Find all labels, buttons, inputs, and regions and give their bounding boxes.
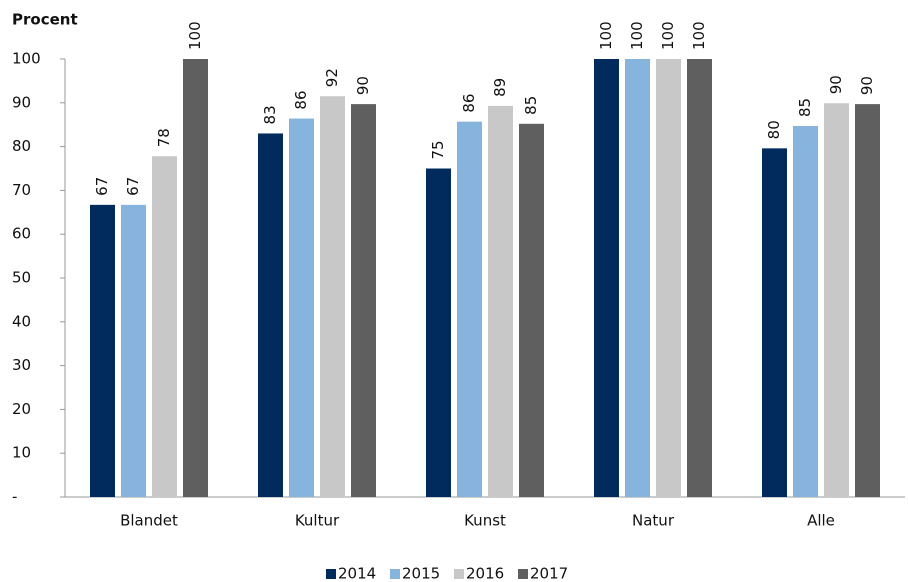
legend-swatch — [390, 569, 400, 579]
data-label: 85 — [796, 98, 814, 117]
data-label: 89 — [491, 78, 509, 97]
bar — [656, 59, 681, 497]
bar — [762, 148, 787, 498]
bar — [824, 103, 849, 497]
legend-label: 2016 — [466, 565, 504, 582]
data-label: 90 — [858, 76, 876, 95]
bar — [426, 168, 451, 497]
data-label: 92 — [323, 68, 341, 87]
bar — [289, 118, 314, 498]
y-tick-label: 30 — [12, 356, 31, 374]
y-tick-label: 20 — [12, 400, 31, 418]
bar — [457, 121, 482, 497]
bar — [121, 204, 146, 497]
bar — [351, 104, 376, 497]
data-label: 67 — [124, 177, 142, 196]
x-tick-label: Kultur — [295, 512, 340, 530]
bar — [488, 105, 513, 497]
y-tick-label: 100 — [12, 50, 41, 68]
x-tick-label: Alle — [807, 512, 835, 530]
y-tick-label: 80 — [12, 137, 31, 155]
data-label: 100 — [186, 21, 204, 50]
data-label: 90 — [827, 75, 845, 94]
bar — [183, 59, 208, 497]
data-label: 83 — [261, 105, 279, 124]
bar — [793, 126, 818, 497]
x-tick-label: Blandet — [120, 512, 178, 530]
data-label: 100 — [690, 21, 708, 50]
y-tick-label: 50 — [12, 269, 31, 287]
y-tick-label: - — [12, 488, 17, 506]
legend-swatch — [326, 569, 336, 579]
bar — [594, 59, 619, 497]
y-axis-title: Procent — [12, 11, 78, 29]
legend-label: 2017 — [530, 565, 568, 582]
data-label: 100 — [659, 21, 677, 50]
y-tick-label: 40 — [12, 312, 31, 330]
bar — [90, 204, 115, 497]
y-tick-label: 90 — [12, 93, 31, 111]
data-label: 67 — [93, 177, 111, 196]
legend-label: 2015 — [402, 565, 440, 582]
bar — [320, 96, 345, 497]
bar — [625, 59, 650, 497]
data-label: 90 — [354, 76, 372, 95]
bar — [687, 59, 712, 497]
data-label: 80 — [765, 120, 783, 139]
x-tick-label: Kunst — [464, 512, 506, 530]
y-tick-label: 70 — [12, 181, 31, 199]
x-tick-label: Natur — [632, 512, 675, 530]
legend-label: 2014 — [338, 565, 376, 582]
data-label: 100 — [597, 21, 615, 50]
bar — [152, 156, 177, 497]
bar — [519, 123, 544, 497]
data-label: 86 — [460, 94, 478, 113]
bar — [855, 104, 880, 497]
data-label: 86 — [292, 90, 310, 109]
data-label: 85 — [522, 96, 540, 115]
bar — [258, 133, 283, 497]
data-label: 78 — [155, 128, 173, 147]
y-tick-label: 60 — [12, 225, 31, 243]
y-tick-label: 10 — [12, 444, 31, 462]
data-label: 75 — [429, 140, 447, 159]
data-label: 100 — [628, 21, 646, 50]
legend-swatch — [518, 569, 528, 579]
legend-swatch — [454, 569, 464, 579]
